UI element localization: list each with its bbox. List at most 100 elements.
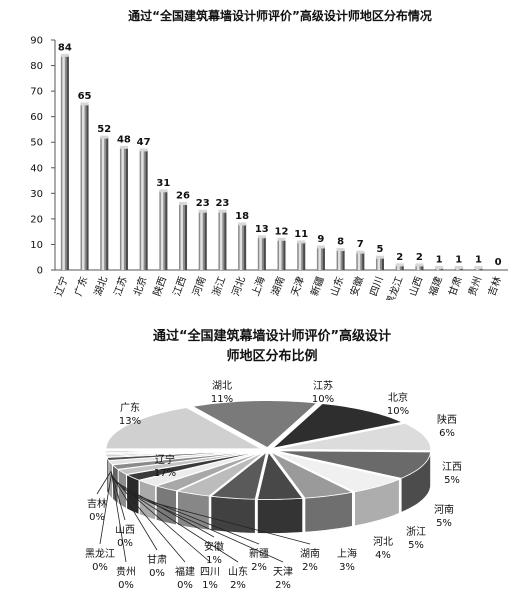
bar-highlight	[397, 264, 400, 270]
bar-value-label: 31	[156, 178, 170, 189]
bar-y-tick-label: 10	[30, 240, 43, 251]
pie-slice-percent: 10%	[312, 394, 334, 405]
pie-chart-title-line-1: 通过“全国建筑幕墙设计师评价”高级设计	[153, 328, 391, 344]
pie-slice-name: 贵州	[116, 565, 136, 578]
bar-y-tick-label: 60	[30, 112, 43, 123]
pie-slice	[105, 407, 262, 450]
pie-slice	[275, 450, 431, 479]
bar-cap	[336, 248, 345, 252]
bar-chart-bars: 84辽宁65广东52湖北48江苏47北京31陕西26江西23河南23浙江18河北…	[52, 42, 504, 300]
bar-group: 9 新疆	[308, 234, 327, 298]
pie-slice-label: 河南 5%	[434, 503, 454, 529]
pie-chart-slices	[104, 400, 432, 500]
bar-highlight	[121, 147, 124, 270]
bar-cap	[238, 222, 247, 226]
bar-category-label: 北京	[130, 275, 149, 298]
pie-slice-name: 江西	[442, 461, 462, 473]
bar-value-label: 0	[495, 257, 502, 268]
bar-shade	[86, 103, 89, 270]
bar-shade	[165, 190, 168, 270]
bar-shade	[106, 137, 109, 270]
bar-category-label: 浙江	[210, 275, 228, 298]
bar-category-label: 甘肃	[446, 275, 465, 298]
bar-value-label: 52	[97, 124, 111, 135]
bar-highlight	[160, 190, 164, 270]
pie-slice-label: 上海 3%	[337, 547, 357, 573]
bar-highlight	[239, 224, 243, 270]
pie-slice-name: 河南	[434, 503, 454, 516]
bar-category-label: 江西	[171, 275, 189, 298]
bar-group: 23 河南	[189, 198, 209, 298]
pie-slice	[270, 451, 354, 499]
pie-slice-percent: 2%	[302, 562, 318, 573]
bar-shade	[401, 264, 404, 270]
pie-slice-percent: 17%	[154, 468, 176, 479]
bar-cap	[119, 145, 128, 149]
pie-slice-percent: 6%	[439, 428, 455, 439]
pie-leader-line	[111, 475, 158, 551]
pie-slice-name: 广东	[120, 401, 140, 414]
pie-slice-name: 黑龙江	[85, 547, 115, 560]
bar-group: 31 陕西	[150, 178, 170, 298]
pie-slice-percent: 10%	[387, 406, 409, 417]
pie-slice-label: 山西 0%	[110, 472, 135, 549]
bar-category-label: 河南	[189, 275, 208, 298]
bar-value-label: 23	[196, 198, 210, 209]
bar-highlight	[338, 249, 341, 270]
bar-group: 65 广东	[71, 91, 91, 298]
pie-slice-percent: 3%	[339, 562, 355, 573]
bar-y-tick-label: 0	[37, 266, 43, 277]
bar-group: 11 天津	[289, 229, 308, 298]
pie-slice-label: 河北 4%	[373, 536, 393, 561]
pie-slice	[154, 451, 264, 492]
pie-slice-name: 湖南	[300, 547, 320, 560]
pie-leader-line	[151, 501, 311, 545]
pie-slice	[273, 451, 401, 493]
bar-value-label: 12	[275, 226, 289, 237]
bar-category-label: 湖北	[92, 275, 110, 298]
pie-leader-line	[99, 473, 112, 545]
pie-slice	[138, 451, 263, 487]
pie-slice-label: 福建 0%	[112, 476, 195, 591]
bar-category-label: 河北	[230, 275, 248, 298]
pie-slice-label: 贵州 0%	[111, 474, 136, 591]
pie-slice-name: 甘肃	[147, 553, 167, 566]
bar-cap	[375, 255, 384, 259]
bar-y-tick-label: 70	[30, 87, 43, 98]
pie-slice-percent: 0%	[92, 562, 108, 573]
bar-shade	[204, 211, 207, 270]
bar-highlight	[200, 211, 203, 270]
pie-slice-percent: 1%	[202, 580, 218, 591]
pie-leader-line	[96, 470, 112, 495]
bar-category-label: 黑龙江	[383, 275, 405, 300]
bar-value-label: 23	[215, 198, 229, 209]
pie-slice-label: 山东 2%	[120, 486, 248, 591]
bar-group: 0 吉林	[485, 257, 504, 298]
bar-shade	[224, 211, 227, 270]
pie-chart-sides	[104, 449, 431, 534]
bar-value-label: 9	[317, 234, 324, 245]
bar-group: 1 甘肃	[446, 254, 465, 297]
bar-value-label: 1	[436, 254, 443, 265]
bar-shade	[145, 149, 148, 270]
bar-cap	[60, 53, 69, 57]
pie-slice-side	[156, 485, 177, 526]
pie-slice-name: 江苏	[313, 379, 333, 392]
bar-category-label: 湖南	[268, 275, 287, 298]
pie-leader-line	[120, 486, 239, 563]
bar-shade	[283, 239, 286, 270]
bar-cap	[277, 237, 286, 241]
pie-chart-labels: 辽宁 17% 广东 13% 湖北 11% 江苏 10% 北京 10% 陕西 6% 江西 5% 河南 5% 浙江 5…	[85, 379, 462, 591]
pie-slice-name: 山西	[115, 524, 135, 536]
pie-leader-line	[113, 478, 211, 563]
pie-slice-label: 湖北 11%	[211, 380, 233, 405]
bar-category-label: 天津	[289, 275, 307, 298]
bar-y-tick-label: 40	[30, 163, 43, 174]
bar-category-label: 陕西	[150, 275, 169, 298]
pie-slice-percent: 2%	[230, 580, 246, 591]
pie-slice-name: 北京	[388, 391, 408, 404]
pie-slice-percent: 0%	[117, 538, 133, 549]
pie-slice-percent: 0%	[149, 568, 165, 579]
